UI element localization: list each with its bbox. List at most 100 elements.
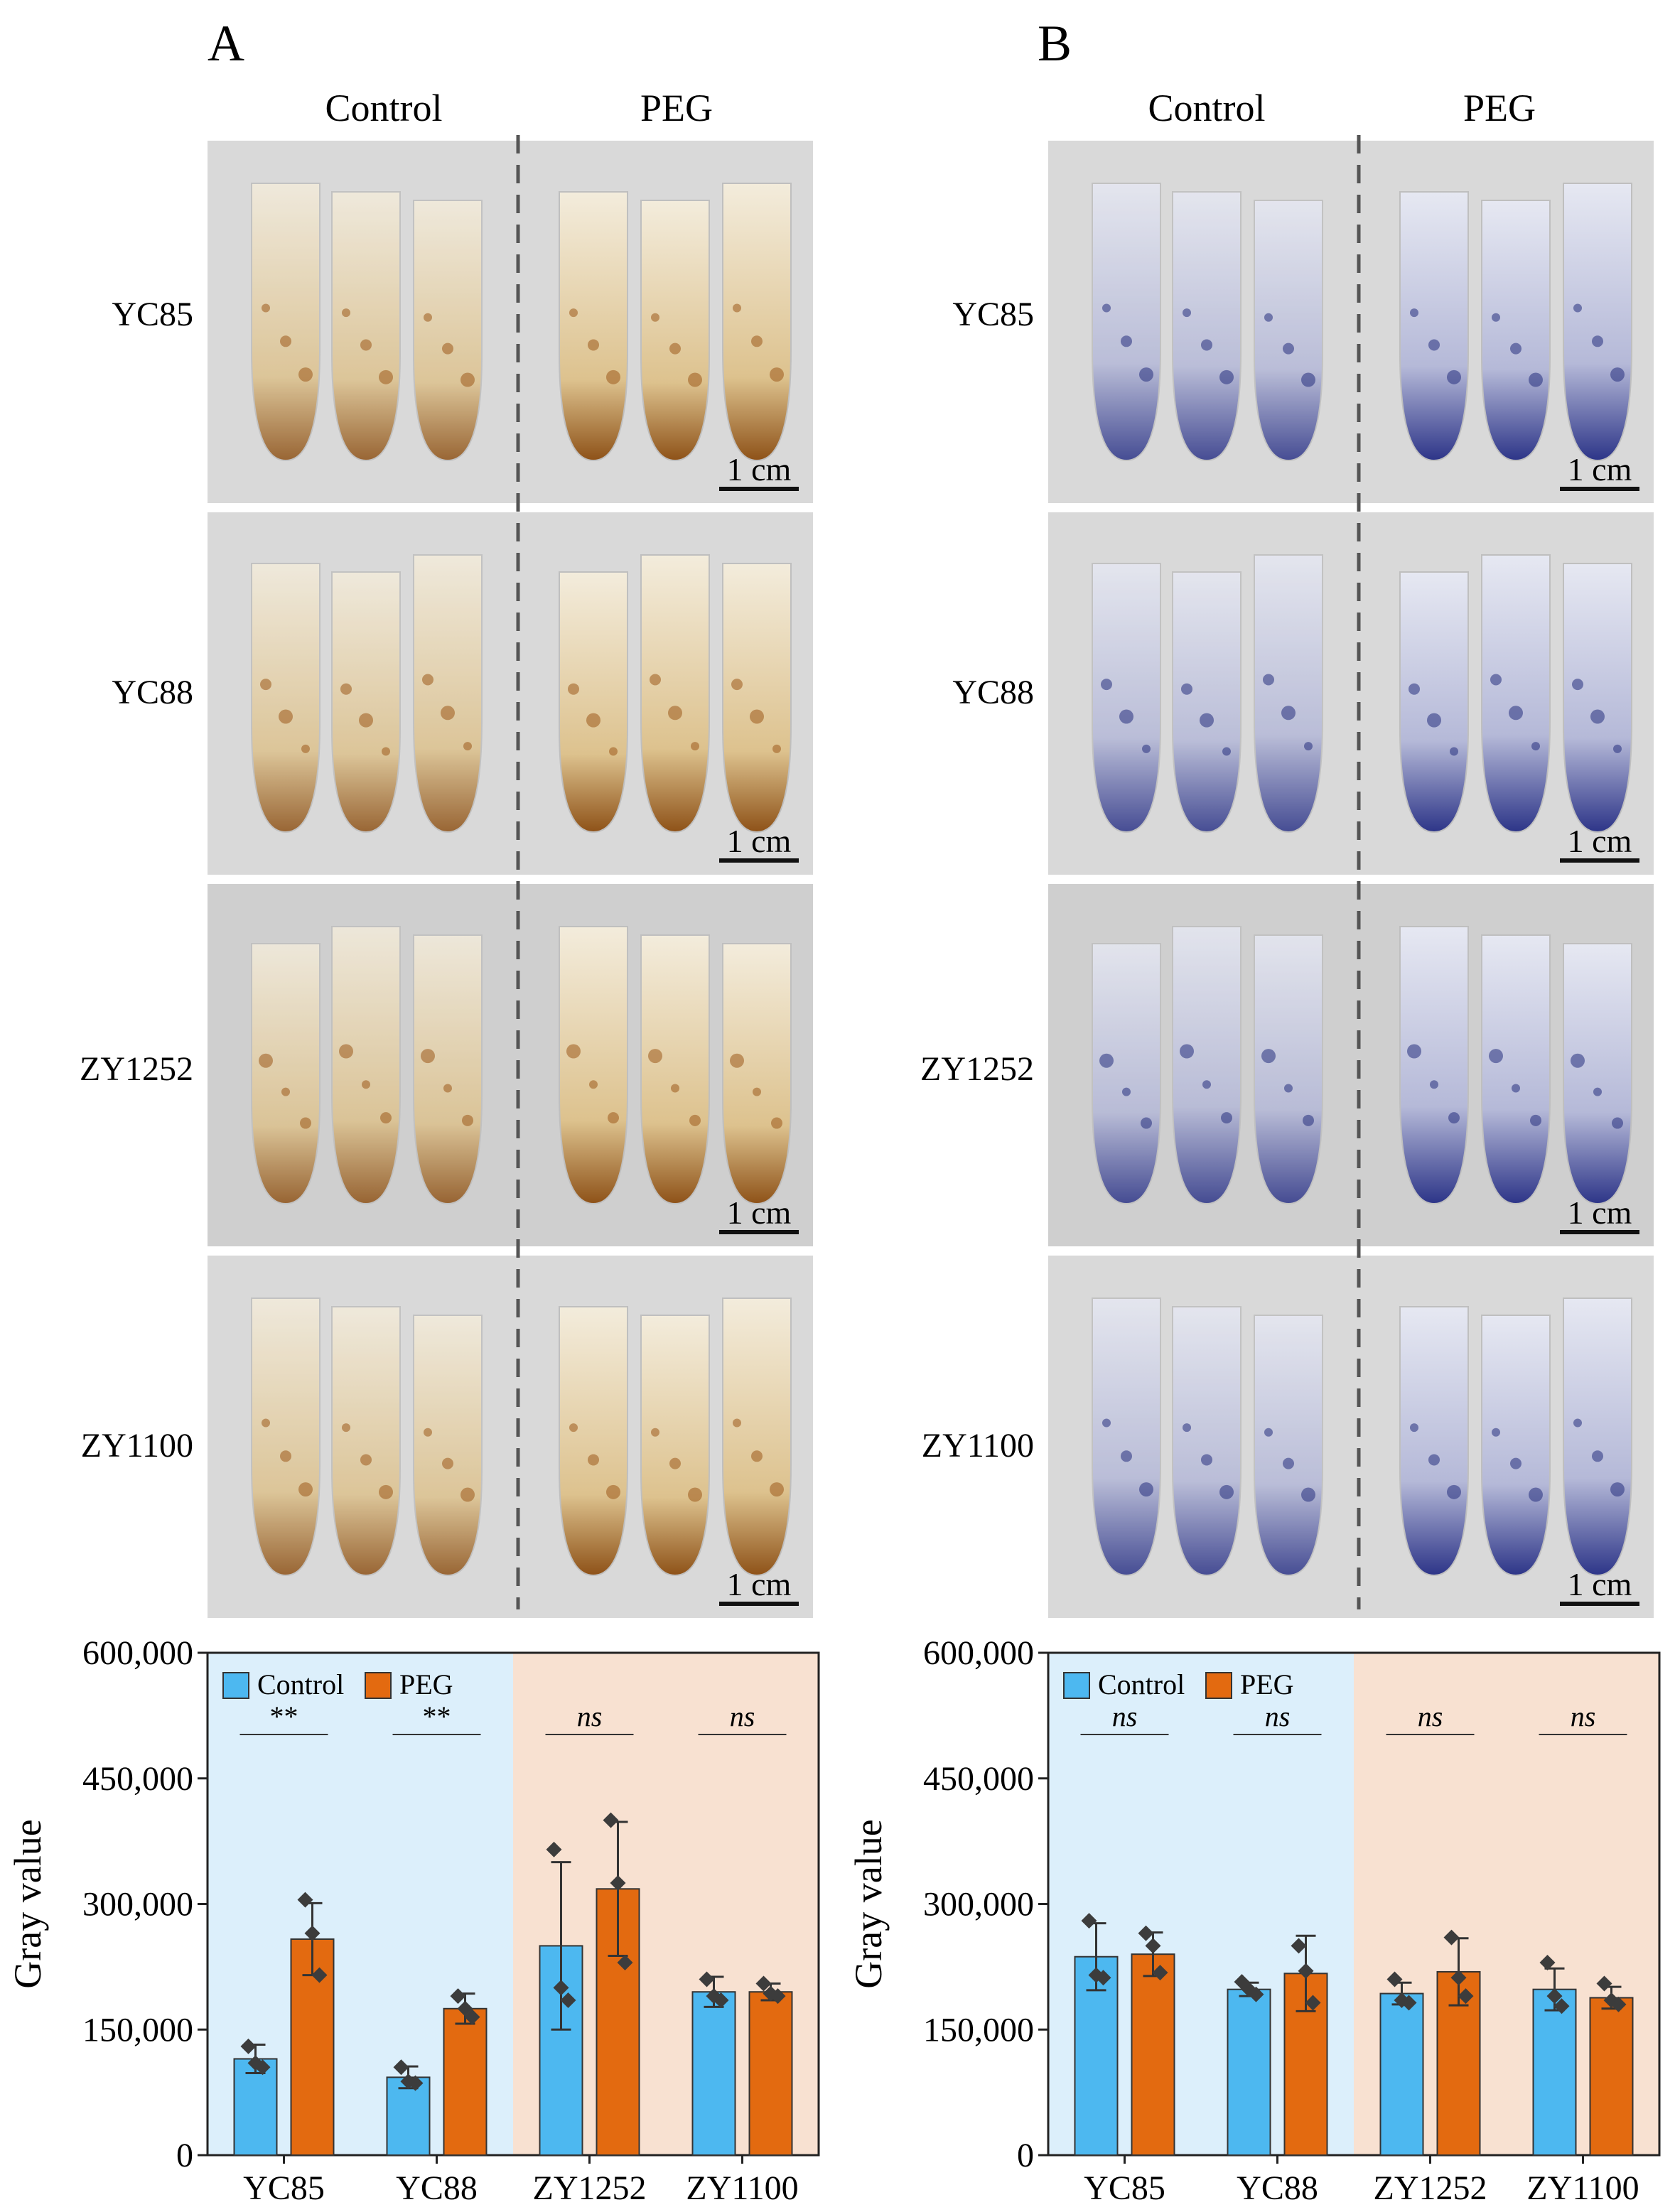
data-point	[393, 2059, 409, 2076]
root-tip-yc88-control-3	[413, 554, 483, 833]
data-point	[1458, 1988, 1474, 2005]
root-tip-zy1252-control-1	[251, 943, 321, 1205]
stain-spot	[772, 744, 781, 753]
bar-peg-yc88	[443, 2007, 488, 2157]
stain-spot	[569, 308, 578, 318]
stain-spot	[1529, 1487, 1543, 1502]
stain-spot	[1099, 1053, 1114, 1068]
root-tip-zy1100-control-3	[413, 1315, 483, 1577]
stain-spot	[1264, 1428, 1273, 1437]
data-point	[560, 1992, 576, 2009]
stain-spot	[281, 1087, 290, 1096]
scale-bar-label: 1 cm	[1568, 451, 1632, 487]
stain-spot	[1180, 1044, 1194, 1059]
stain-spot	[731, 679, 743, 691]
data-point	[311, 1967, 328, 1983]
stain-spot	[1490, 674, 1502, 686]
root-tip-zy1100-control-1	[1092, 1297, 1161, 1577]
stain-spot	[1263, 674, 1274, 686]
stain-spot	[1593, 1087, 1602, 1096]
x-tick-label: YC85	[243, 2169, 325, 2207]
stain-spot	[589, 1080, 598, 1089]
stain-spot	[1101, 679, 1112, 691]
data-point	[553, 1980, 569, 1996]
panel-letter-b: B	[1038, 15, 1072, 72]
stain-spot	[1221, 1112, 1232, 1124]
root-tip-yc85-peg-2	[1481, 200, 1551, 462]
stain-spot	[1301, 372, 1315, 387]
stain-spot	[1121, 1450, 1132, 1462]
stain-spot	[1592, 1450, 1603, 1462]
stain-spot	[1261, 1049, 1276, 1064]
stain-spot	[1512, 1084, 1520, 1093]
stain-spot	[606, 369, 620, 384]
data-point	[1081, 1913, 1097, 1929]
y-tick-label: 600,000	[82, 1634, 193, 1672]
x-tick-label: ZY1100	[686, 2169, 798, 2207]
stain-spot	[1219, 369, 1234, 384]
stain-spot	[461, 1487, 475, 1502]
stain-spot	[669, 342, 681, 355]
y-tick-label: 450,000	[923, 1760, 1034, 1798]
stain-spot	[1572, 679, 1583, 691]
stain-spot	[443, 1084, 452, 1093]
root-tip-yc88-peg-2	[640, 554, 710, 833]
stain-spot	[339, 1044, 353, 1059]
stain-spot	[750, 709, 764, 724]
panel-a-header-peg: PEG	[640, 87, 713, 129]
root-tip-yc85-peg-1	[1399, 191, 1469, 462]
root-tip-zy1252-control-1	[1092, 943, 1161, 1205]
stain-spot	[1283, 1457, 1294, 1469]
stain-spot	[1590, 709, 1605, 724]
stain-spot	[1492, 313, 1500, 322]
panel-b-header-control: Control	[1148, 87, 1265, 129]
stain-spot	[362, 1080, 370, 1089]
root-tip-yc88-control-2	[1172, 571, 1242, 833]
x-tick-label: YC88	[1237, 2169, 1318, 2207]
stain-spot	[380, 1112, 392, 1124]
data-point	[1305, 1995, 1321, 2011]
stain-spot	[753, 1087, 761, 1096]
stain-spot	[1183, 308, 1191, 318]
stain-spot	[1510, 1457, 1521, 1469]
root-tip-zy1252-peg-3	[722, 943, 792, 1205]
data-point	[254, 2059, 271, 2076]
stain-spot	[586, 713, 600, 728]
root-tip-zy1252-peg-2	[640, 934, 710, 1205]
stain-spot	[688, 372, 702, 387]
root-tip-yc85-control-3	[413, 200, 483, 462]
root-tip-yc88-control-2	[331, 571, 401, 833]
data-point	[755, 1975, 772, 1992]
stain-spot	[262, 303, 270, 313]
root-tip-yc85-control-1	[251, 183, 321, 462]
panel-a-header-control: Control	[325, 87, 442, 129]
root-tip-zy1252-control-2	[331, 926, 401, 1205]
stain-spot	[379, 369, 393, 384]
stain-spot	[751, 1450, 763, 1462]
panel-a-photo-grid: 1 cm 1 cm 1 cm 1 cm	[208, 135, 813, 1618]
stain-spot	[300, 1117, 311, 1129]
stain-spot	[588, 1454, 599, 1466]
root-tip-yc88-peg-3	[1563, 563, 1632, 833]
stain-spot	[1303, 1114, 1314, 1126]
stain-spot	[1510, 342, 1521, 355]
data-point	[1386, 1971, 1403, 1987]
legend-label-peg: PEG	[1240, 1668, 1294, 1700]
stain-spot	[463, 742, 472, 751]
panel-a-bar-chart: 0 150,000 300,000 450,000 600,000 Gray value Y…	[6, 1634, 820, 2207]
stain-spot	[1202, 1080, 1211, 1089]
legend-label-peg: PEG	[399, 1668, 453, 1700]
stain-spot	[280, 1450, 291, 1462]
data-point	[699, 1971, 715, 1987]
data-point	[1546, 1988, 1563, 2005]
stain-spot	[730, 1053, 744, 1068]
stain-spot	[1121, 335, 1132, 347]
stain-spot	[1102, 303, 1111, 313]
root-tip-yc85-peg-1	[559, 191, 628, 462]
data-point	[617, 1954, 633, 1970]
stain-spot	[588, 339, 599, 351]
scale-bar-label: 1 cm	[727, 1194, 792, 1231]
stain-spot	[382, 747, 390, 756]
y-tick-label: 450,000	[82, 1760, 193, 1798]
